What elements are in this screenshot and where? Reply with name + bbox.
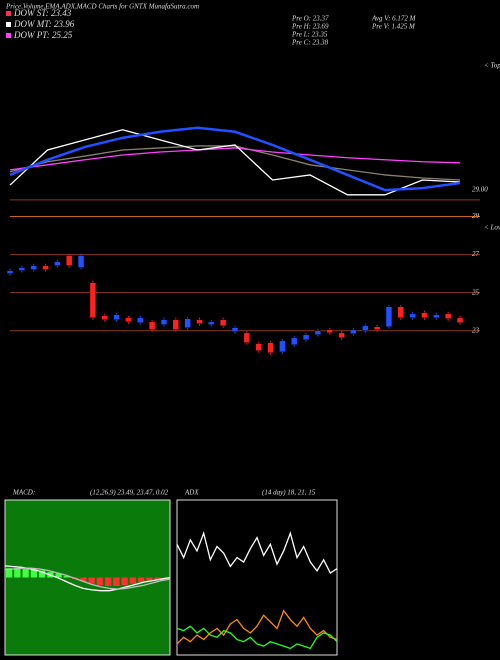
- legend-swatch: [6, 33, 11, 38]
- series-line: [4, 565, 171, 592]
- stat-label: Pre O: 23.37: [291, 15, 329, 23]
- candle-body: [231, 327, 239, 332]
- candle-body: [30, 265, 37, 270]
- y-tick-label: 25: [472, 288, 480, 296]
- histogram-bar: [22, 568, 29, 578]
- histogram-bar: [14, 568, 21, 578]
- candle-body: [243, 332, 251, 343]
- histogram-bar: [146, 577, 153, 581]
- legend-label: DOW MT: 23.96: [13, 19, 75, 29]
- legend-swatch: [6, 22, 11, 27]
- y-tick-label: 23: [472, 326, 480, 334]
- panel-frame: [4, 499, 171, 656]
- y-tick-label: 29.00: [472, 185, 488, 193]
- candle-body: [89, 282, 97, 319]
- histogram-bar: [55, 573, 62, 578]
- histogram-bar: [138, 577, 145, 583]
- histogram-bar: [96, 577, 103, 586]
- histogram-bar: [30, 569, 37, 578]
- candle-body: [409, 313, 416, 319]
- page-title: Price,Volume,EMA,ADX,MACD Charts for GNT…: [5, 3, 199, 11]
- panel-title: ADX: [184, 489, 199, 497]
- candle-body: [148, 321, 156, 331]
- candle-body: [279, 340, 286, 353]
- candle-body: [137, 317, 144, 323]
- legend-swatch: [6, 11, 11, 16]
- histogram-bar: [80, 577, 87, 582]
- stat-label: Pre H: 23.69: [291, 23, 329, 31]
- stat-label: Pre C: 23.38: [291, 39, 329, 47]
- candle-body: [18, 267, 26, 271]
- legend-label: DOW PT: 25.25: [13, 30, 73, 40]
- panel-subtitle: (14 day) 18, 21, 15: [262, 489, 316, 497]
- candle-body: [208, 321, 215, 325]
- histogram-bar: [88, 577, 95, 584]
- candle-body: [421, 312, 428, 319]
- histogram-bar: [154, 577, 161, 580]
- histogram-bar: [121, 577, 128, 586]
- lows-label: < Lows: [484, 224, 500, 232]
- histogram-bar: [6, 568, 13, 578]
- histogram-bar: [39, 570, 46, 578]
- candle-body: [397, 306, 405, 319]
- y-tick-label: 27: [472, 250, 480, 258]
- candle-body: [77, 255, 85, 268]
- series-line: [4, 567, 171, 590]
- candle-body: [42, 265, 49, 270]
- candle-body: [172, 319, 180, 331]
- candle-body: [6, 270, 14, 274]
- candle-body: [444, 313, 452, 319]
- histogram-bar: [63, 575, 70, 578]
- candle-body: [196, 319, 203, 324]
- candle-body: [362, 325, 369, 331]
- histogram-bar: [129, 577, 136, 584]
- candle-body: [433, 314, 440, 319]
- candle-body: [160, 319, 168, 325]
- series-line: [9, 145, 461, 181]
- panel-title: MACD:: [12, 489, 35, 497]
- candle-body: [338, 332, 345, 339]
- candle-body: [350, 329, 357, 335]
- candle-body: [255, 343, 262, 351]
- candle-body: [302, 334, 310, 340]
- tops-label: < Tops: [484, 62, 500, 70]
- histogram-bar: [105, 577, 112, 587]
- candle-body: [65, 255, 73, 266]
- candle-body: [219, 319, 227, 327]
- histogram-bar: [113, 577, 120, 587]
- candle-body: [385, 306, 393, 327]
- candle-body: [456, 317, 464, 323]
- candle-body: [326, 329, 333, 334]
- stat-label: Pre V: 1.425 M: [371, 23, 416, 31]
- candle-body: [125, 317, 132, 323]
- candle-body: [290, 337, 298, 346]
- panel-subtitle: (12,26,9) 23.49, 23.47, 0.02: [90, 489, 169, 497]
- y-tick-label: 29: [472, 212, 480, 220]
- candle-body: [314, 330, 322, 335]
- candle-body: [373, 326, 381, 331]
- series-line: [176, 531, 338, 575]
- series-line: [9, 126, 461, 192]
- series-line: [9, 129, 461, 196]
- candle-body: [113, 314, 120, 320]
- series-line: [176, 625, 338, 650]
- series-line: [9, 147, 461, 171]
- stat-label: Pre L: 23.35: [291, 31, 328, 39]
- series-line: [176, 609, 338, 645]
- candle-body: [54, 261, 61, 266]
- candle-body: [101, 315, 108, 320]
- candle-body: [184, 318, 191, 328]
- stat-label: Avg V: 6.172 M: [371, 15, 417, 23]
- candle-body: [267, 342, 274, 354]
- legend-label: DOW ST: 23.43: [13, 8, 72, 18]
